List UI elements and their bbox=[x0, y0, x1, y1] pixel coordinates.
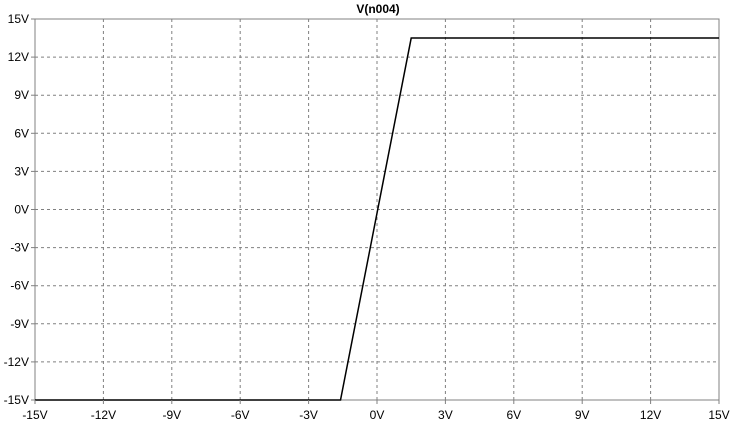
x-tick-label: 12V bbox=[640, 408, 661, 422]
y-tick-label: 3V bbox=[14, 164, 29, 178]
y-tick-label: 9V bbox=[14, 88, 29, 102]
y-tick-label: -15V bbox=[4, 393, 29, 407]
x-tick-label: 9V bbox=[575, 408, 590, 422]
y-tick-label: 6V bbox=[14, 126, 29, 140]
y-tick-label: -3V bbox=[10, 241, 29, 255]
y-tick-label: -6V bbox=[10, 279, 29, 293]
x-tick-label: 6V bbox=[506, 408, 521, 422]
y-tick-label: 0V bbox=[14, 203, 29, 217]
chart-title: V(n004) bbox=[356, 2, 399, 16]
y-tick-label: 15V bbox=[8, 12, 29, 26]
y-tick-label: -12V bbox=[4, 355, 29, 369]
x-tick-label: 0V bbox=[370, 408, 385, 422]
x-tick-label: 15V bbox=[708, 408, 729, 422]
x-tick-label: -12V bbox=[91, 408, 116, 422]
x-tick-label: 3V bbox=[438, 408, 453, 422]
x-axis-ticks: -15V -12V -9V -6V -3V 0V 3V 6V 9V 12V 15V bbox=[22, 400, 730, 422]
series-layer bbox=[35, 37, 719, 401]
y-axis-ticks: -15V -12V -9V -6V -3V 0V 3V 6V 9V 12V 15V bbox=[4, 12, 35, 407]
x-tick-label: -6V bbox=[231, 408, 250, 422]
series-line-0 bbox=[35, 37, 719, 401]
x-tick-label: -3V bbox=[299, 408, 318, 422]
y-tick-label: -9V bbox=[10, 317, 29, 331]
x-tick-label: -15V bbox=[22, 408, 47, 422]
x-tick-label: -9V bbox=[162, 408, 181, 422]
y-tick-label: 12V bbox=[8, 50, 29, 64]
